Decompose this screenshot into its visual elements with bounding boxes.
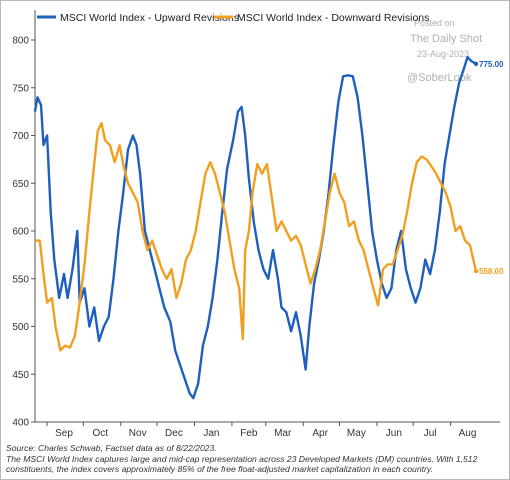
y-tick-label: 400 xyxy=(12,418,29,429)
legend-label-upward: MSCI World Index - Upward Revisions xyxy=(60,12,239,24)
series-line-downward xyxy=(35,121,478,352)
series-end-point-downward xyxy=(473,268,479,274)
series-end-point-upward xyxy=(473,61,479,67)
x-tick-label: Oct xyxy=(92,428,108,439)
chart-axes: 400 450 500 550 600 650 700 750 800 Sep Oct Nov Dec J… xyxy=(12,10,500,439)
x-tick-label: Jun xyxy=(386,428,402,439)
footnote-source: Source: Charles Schwab, Factset data as … xyxy=(6,443,217,453)
x-tick-label: Feb xyxy=(240,428,258,439)
series-end-label-upward: 775.00 xyxy=(479,60,504,69)
footnote-line-1: The MSCI World Index captures large and … xyxy=(6,453,478,464)
chart-legend: MSCI World Index - Upward Revisions MSCI… xyxy=(37,12,429,24)
x-tick-label: Dec xyxy=(165,428,183,439)
y-tick-label: 600 xyxy=(12,227,29,238)
x-tick-label: May xyxy=(347,428,366,439)
series-line-upward xyxy=(33,56,477,400)
series-layer: 775.00 558.00 xyxy=(33,56,504,400)
watermark: Posted on The Daily Shot 23-Aug-2023 @So… xyxy=(407,18,482,84)
y-tick-label: 500 xyxy=(12,322,29,333)
y-tick-label: 550 xyxy=(12,274,29,285)
y-tick-label: 700 xyxy=(12,131,29,142)
footnote-line-2: constituents, the index covers approxima… xyxy=(6,464,433,475)
watermark-date: 23-Aug-2023 xyxy=(417,49,469,59)
watermark-site: The Daily Shot xyxy=(410,33,482,45)
x-tick-label: Jul xyxy=(424,428,437,439)
x-tick-label: Aug xyxy=(459,428,477,439)
legend-label-downward: MSCI World Index - Downward Revisions xyxy=(237,12,429,24)
chart-footnotes: Source: Charles Schwab, Factset data as … xyxy=(6,443,504,475)
watermark-handle: @SoberLook xyxy=(407,72,472,84)
x-tick-label: Nov xyxy=(129,428,147,439)
series-end-label-downward: 558.00 xyxy=(479,267,504,276)
y-tick-label: 800 xyxy=(12,36,29,47)
x-tick-label: Sep xyxy=(55,428,73,439)
y-tick-label: 650 xyxy=(12,179,29,190)
y-tick-label: 450 xyxy=(12,370,29,381)
watermark-posted-on: Posted on xyxy=(414,18,455,28)
x-tick-label: Jan xyxy=(203,428,219,439)
line-chart: 400 450 500 550 600 650 700 750 800 Sep Oct Nov Dec J… xyxy=(12,10,504,439)
x-tick-label: Apr xyxy=(312,428,328,439)
y-tick-label: 750 xyxy=(12,83,29,94)
x-tick-label: Mar xyxy=(274,428,292,439)
